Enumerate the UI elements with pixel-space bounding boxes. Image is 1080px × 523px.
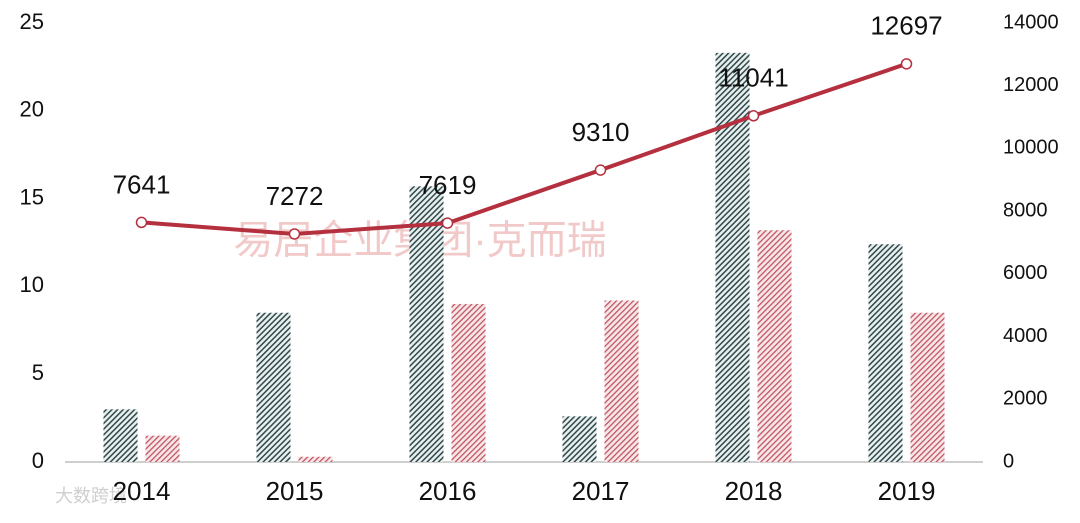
y2-tick-label: 12000 xyxy=(1003,74,1059,96)
y-tick-label: 5 xyxy=(32,360,44,385)
line-point xyxy=(900,58,913,70)
bar xyxy=(451,303,486,462)
bar xyxy=(256,312,291,462)
line-point xyxy=(135,216,148,229)
y2-tick-label: 10000 xyxy=(1003,137,1059,159)
bar xyxy=(298,456,333,462)
line-point xyxy=(594,164,607,176)
x-tick-label: 2016 xyxy=(419,476,477,506)
line-point xyxy=(288,228,301,240)
watermark: 大数跨境 xyxy=(55,486,127,506)
x-tick-label: 2019 xyxy=(878,476,936,506)
bar xyxy=(604,300,639,462)
data-label: 7272 xyxy=(266,181,324,211)
y2-tick-label: 8000 xyxy=(1003,199,1048,221)
bar xyxy=(910,312,945,462)
bar xyxy=(757,230,792,462)
bar xyxy=(715,52,750,463)
data-label: 7641 xyxy=(113,169,171,199)
data-label: 9310 xyxy=(572,117,630,147)
x-tick-label: 2015 xyxy=(266,476,324,506)
bar xyxy=(103,409,138,462)
bar xyxy=(562,416,597,462)
x-tick-label: 2018 xyxy=(725,476,783,506)
x-tick-label: 2014 xyxy=(113,476,171,506)
y2-tick-label: 4000 xyxy=(1003,325,1048,347)
y-tick-label: 25 xyxy=(20,9,44,34)
line-point xyxy=(441,217,454,229)
x-tick-label: 2017 xyxy=(572,476,630,506)
y-tick-label: 10 xyxy=(20,272,44,297)
y2-tick-label: 14000 xyxy=(1003,11,1059,33)
data-label: 7619 xyxy=(419,170,477,200)
y2-tick-label: 2000 xyxy=(1003,388,1048,410)
y2-tick-label: 6000 xyxy=(1003,262,1048,284)
y-tick-label: 20 xyxy=(20,97,44,122)
data-label: 12697 xyxy=(870,11,942,41)
line-point xyxy=(747,110,760,122)
y-tick-label: 0 xyxy=(32,448,44,473)
bar xyxy=(145,435,180,462)
line xyxy=(141,61,908,236)
data-label: 11041 xyxy=(718,63,788,93)
y-tick-label: 15 xyxy=(20,184,44,209)
bar xyxy=(868,244,903,462)
y2-tick-label: 0 xyxy=(1003,450,1014,472)
bar xyxy=(409,186,444,463)
